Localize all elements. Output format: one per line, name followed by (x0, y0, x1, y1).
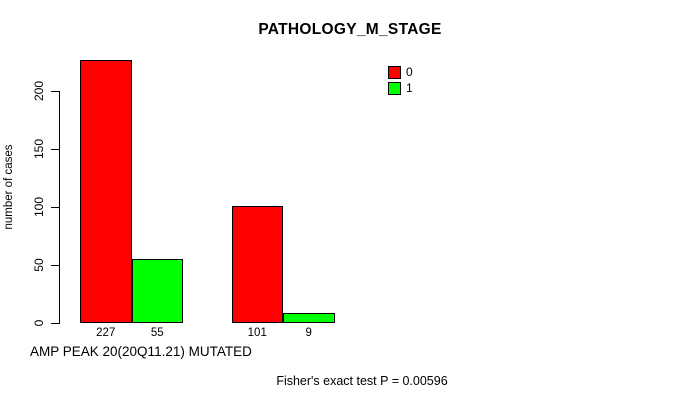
bar-value-label: 227 (96, 327, 116, 339)
legend-item: 1 (388, 82, 413, 95)
x-axis-label: AMP PEAK 20(20Q11.21) MUTATED (30, 344, 252, 359)
bar-value-label: 101 (247, 327, 267, 339)
y-axis-line (59, 91, 60, 324)
y-axis-tick (51, 323, 59, 324)
y-axis-label: number of cases (3, 144, 15, 230)
legend-item: 0 (388, 66, 413, 79)
y-axis-tick (51, 149, 59, 150)
y-axis-tick (51, 91, 59, 92)
legend-swatch-0 (388, 66, 401, 79)
legend-swatch-1 (388, 82, 401, 95)
chart-title: PATHOLOGY_M_STAGE (258, 21, 442, 38)
legend-label: 0 (406, 65, 413, 79)
legend-label: 1 (406, 81, 413, 95)
bar-series-0-group-1 (80, 59, 132, 323)
bar-series-0-group-2 (231, 205, 283, 323)
y-axis-tick-label: 100 (32, 196, 46, 218)
y-axis-tick-label: 0 (32, 319, 46, 327)
bar-value-label: 55 (150, 327, 164, 339)
bar-series-1-group-1 (131, 259, 183, 323)
y-axis-tick (51, 207, 59, 208)
bar-series-1-group-2 (283, 312, 335, 323)
y-axis-tick (51, 265, 59, 266)
bar-value-label: 9 (305, 327, 312, 339)
y-axis-tick-label: 50 (32, 258, 46, 272)
y-axis-tick-label: 200 (32, 80, 46, 102)
y-axis-tick-label: 150 (32, 138, 46, 160)
fisher-test-annotation: Fisher's exact test P = 0.00596 (276, 374, 448, 388)
